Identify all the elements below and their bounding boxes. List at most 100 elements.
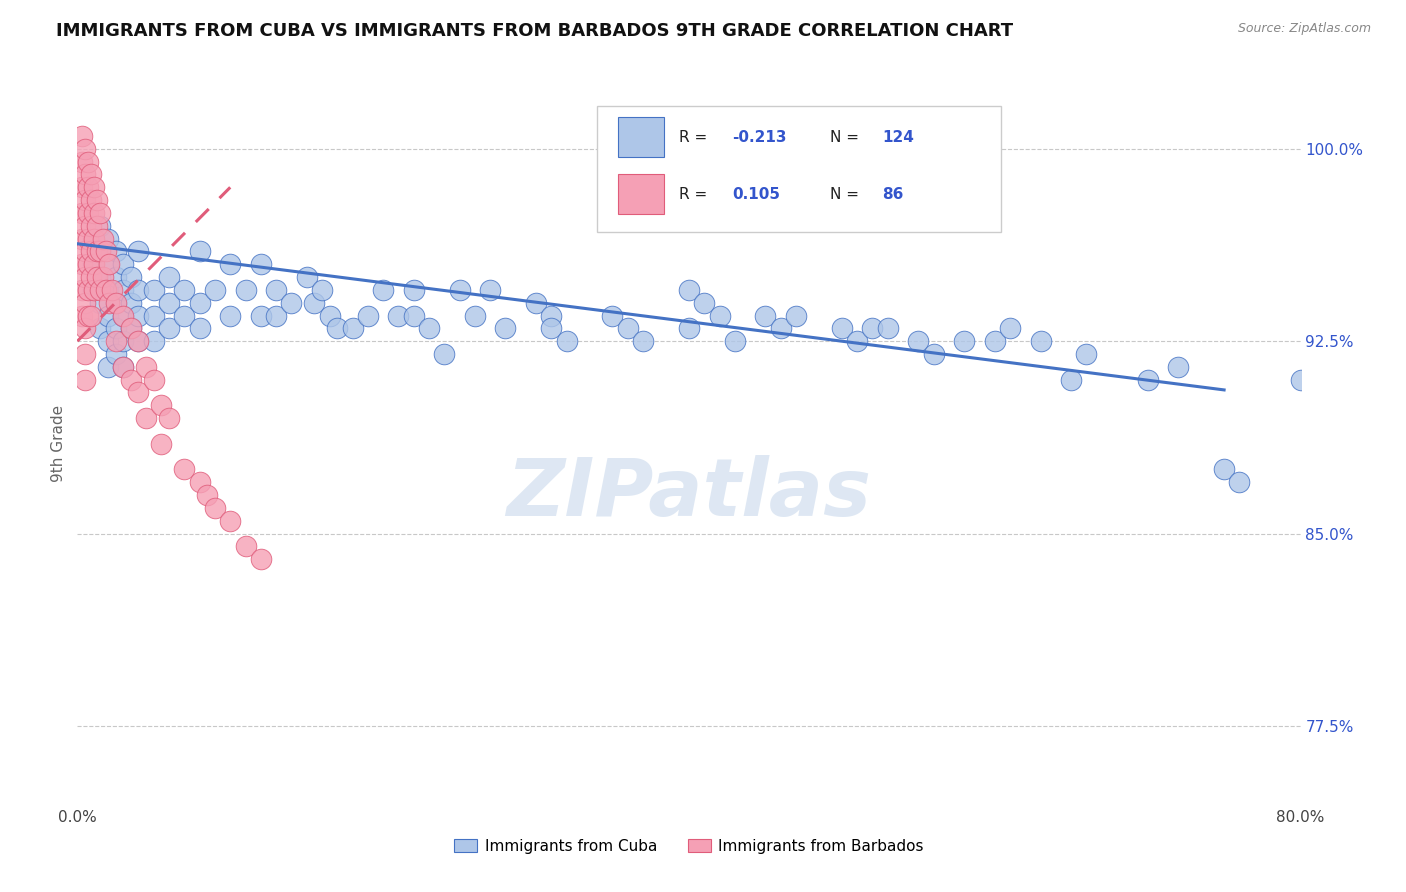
- Point: [112, 257, 135, 271]
- Point: [77, 180, 100, 194]
- Point: [82, 283, 104, 297]
- Text: N =: N =: [830, 187, 859, 202]
- Point: [846, 334, 869, 348]
- Point: [831, 321, 853, 335]
- Point: [97, 309, 120, 323]
- Point: [1136, 373, 1159, 387]
- Point: [418, 321, 440, 335]
- Text: R =: R =: [679, 129, 707, 145]
- Point: [86, 270, 108, 285]
- Point: [235, 540, 257, 554]
- Point: [311, 283, 333, 297]
- Point: [173, 462, 195, 476]
- Point: [80, 219, 103, 233]
- Point: [70, 128, 93, 143]
- Point: [104, 270, 127, 285]
- Point: [318, 309, 340, 323]
- Text: IMMIGRANTS FROM CUBA VS IMMIGRANTS FROM BARBADOS 9TH GRADE CORRELATION CHART: IMMIGRANTS FROM CUBA VS IMMIGRANTS FROM …: [56, 22, 1014, 40]
- Point: [120, 295, 142, 310]
- Point: [769, 321, 792, 335]
- Point: [101, 283, 124, 297]
- Point: [112, 309, 135, 323]
- Point: [157, 270, 180, 285]
- Point: [280, 295, 302, 310]
- Point: [540, 321, 562, 335]
- Point: [86, 193, 108, 207]
- Point: [524, 295, 547, 310]
- Point: [80, 193, 103, 207]
- Point: [693, 295, 716, 310]
- Point: [89, 244, 111, 259]
- Point: [97, 231, 120, 245]
- Point: [73, 321, 96, 335]
- Point: [135, 411, 157, 425]
- Point: [73, 168, 96, 182]
- Point: [678, 321, 700, 335]
- Point: [104, 295, 127, 310]
- Point: [77, 231, 100, 245]
- Point: [83, 231, 105, 245]
- Point: [433, 347, 456, 361]
- Point: [89, 295, 111, 310]
- Point: [449, 283, 471, 297]
- Point: [77, 309, 100, 323]
- Point: [73, 193, 96, 207]
- Point: [219, 309, 242, 323]
- Point: [127, 334, 149, 348]
- Text: ZIPatlas: ZIPatlas: [506, 455, 872, 533]
- Text: Source: ZipAtlas.com: Source: ZipAtlas.com: [1237, 22, 1371, 36]
- Point: [73, 270, 96, 285]
- Point: [70, 309, 93, 323]
- Point: [135, 359, 157, 374]
- Point: [97, 257, 120, 271]
- Point: [112, 309, 135, 323]
- Bar: [619, 175, 665, 214]
- Point: [724, 334, 747, 348]
- Point: [104, 347, 127, 361]
- Point: [342, 321, 364, 335]
- Point: [617, 321, 640, 335]
- Point: [1289, 373, 1312, 387]
- Point: [112, 283, 135, 297]
- Point: [80, 244, 103, 259]
- Point: [157, 411, 180, 425]
- Text: 124: 124: [882, 129, 914, 145]
- Point: [876, 321, 898, 335]
- Point: [120, 321, 142, 335]
- Point: [785, 309, 807, 323]
- Point: [98, 295, 121, 310]
- Point: [495, 321, 517, 335]
- Point: [219, 257, 242, 271]
- Point: [907, 334, 929, 348]
- Point: [70, 283, 93, 297]
- Point: [150, 398, 173, 412]
- Point: [631, 334, 654, 348]
- Text: -0.213: -0.213: [731, 129, 786, 145]
- Point: [104, 321, 127, 335]
- Point: [97, 359, 120, 374]
- Point: [70, 231, 93, 245]
- Point: [127, 283, 149, 297]
- Point: [89, 244, 111, 259]
- Point: [464, 309, 486, 323]
- Point: [142, 283, 165, 297]
- Point: [1213, 462, 1236, 476]
- Point: [157, 295, 180, 310]
- Point: [1029, 334, 1052, 348]
- Point: [1167, 359, 1189, 374]
- Point: [862, 321, 884, 335]
- Point: [479, 283, 502, 297]
- Point: [70, 257, 93, 271]
- Point: [89, 206, 111, 220]
- Point: [120, 270, 142, 285]
- Point: [984, 334, 1007, 348]
- Point: [80, 309, 103, 323]
- Point: [89, 321, 111, 335]
- Point: [142, 373, 165, 387]
- Point: [387, 309, 409, 323]
- Point: [89, 283, 111, 297]
- Point: [73, 347, 96, 361]
- Text: 86: 86: [882, 187, 904, 202]
- Y-axis label: 9th Grade: 9th Grade: [51, 405, 66, 483]
- Point: [371, 283, 394, 297]
